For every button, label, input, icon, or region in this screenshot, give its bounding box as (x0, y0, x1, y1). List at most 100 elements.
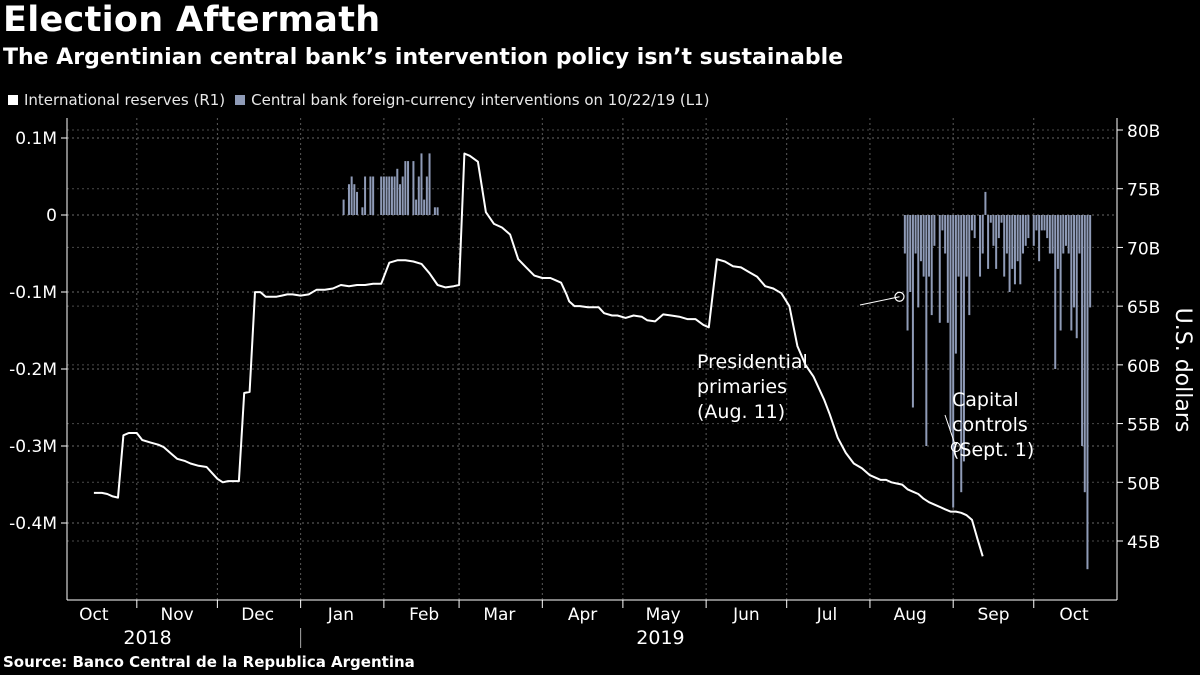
month-label-aug-10: Aug (894, 605, 927, 625)
reserves-line-group (93, 152, 984, 557)
intervention-bar-17 (401, 176, 404, 215)
intervention-bar-40 (933, 215, 936, 246)
intervention-bar-74 (1032, 215, 1035, 246)
month-label-feb-4: Feb (409, 605, 439, 625)
intervention-bar-15 (396, 168, 399, 215)
intervention-bar-23 (420, 153, 423, 215)
chart-title: Election Aftermath (3, 0, 381, 40)
gridlines (67, 118, 1117, 600)
left-tick-label-4: -0.3M (9, 437, 57, 457)
month-label-mar-5: Mar (483, 605, 515, 625)
right-tick-label-4: 60B (1127, 357, 1160, 377)
intervention-bar-13 (390, 176, 393, 215)
right-tick-label-2: 70B (1127, 239, 1160, 259)
intervention-bar-37 (925, 215, 928, 446)
annotation-text-0-0: Presidential (697, 351, 808, 373)
intervention-bar-51 (965, 215, 968, 277)
month-label-jan-3: Jan (327, 605, 354, 625)
month-label-sep-11: Sep (977, 605, 1009, 625)
annotation-marker-1 (950, 441, 961, 453)
intervention-bar-62 (997, 215, 1000, 239)
intervention-bar-53 (970, 215, 973, 231)
legend-swatch-reserves (8, 95, 18, 105)
intervention-bar-90 (1075, 215, 1078, 339)
right-tick-label-1: 75B (1127, 181, 1160, 201)
month-label-apr-6: Apr (568, 605, 597, 625)
intervention-bar-33 (914, 215, 917, 254)
intervention-bar-59 (989, 215, 992, 223)
right-tick-label-6: 50B (1127, 474, 1160, 494)
intervention-bar-88 (1070, 215, 1073, 331)
intervention-bar-65 (1005, 215, 1008, 254)
intervention-bar-4 (356, 191, 359, 215)
intervention-bar-42 (941, 215, 944, 231)
intervention-bar-16 (398, 184, 401, 215)
intervention-bar-57 (984, 191, 987, 215)
intervention-bar-6 (364, 176, 367, 215)
intervention-bar-11 (385, 176, 388, 215)
annotations: Presidential primaries (Aug. 11) Capital con… (697, 291, 1034, 461)
intervention-bar-68 (1013, 215, 1016, 285)
intervention-bar-86 (1064, 215, 1067, 246)
intervention-bar-22 (417, 176, 420, 215)
month-label-jul-9: Jul (816, 605, 838, 625)
annotation-leader-0 (859, 296, 900, 306)
intervention-bar-52 (968, 215, 971, 316)
intervention-bar-76 (1038, 215, 1041, 262)
intervention-bar-47 (954, 215, 957, 354)
right-tick-label-7: 45B (1127, 533, 1160, 553)
intervention-bar-39 (930, 215, 933, 316)
intervention-bar-85 (1062, 215, 1065, 254)
year-label-2018: 2018 (123, 627, 171, 649)
intervention-bar-82 (1054, 215, 1057, 369)
intervention-bar-38 (928, 215, 931, 277)
intervention-bar-63 (1000, 215, 1003, 223)
reserves-line (93, 152, 984, 557)
intervention-bars (342, 153, 1092, 570)
intervention-bar-46 (952, 215, 955, 508)
annotation-text-1-0: Capital (952, 389, 1019, 411)
annotation-text-0-1: primaries (697, 376, 787, 398)
intervention-bar-26 (428, 153, 431, 215)
intervention-bar-20 (412, 161, 415, 215)
intervention-bar-44 (946, 215, 949, 323)
right-tick-label-3: 65B (1127, 298, 1160, 318)
left-tick-label-0: 0.1M (15, 129, 57, 149)
intervention-bar-71 (1022, 215, 1025, 254)
intervention-bar-5 (361, 207, 364, 215)
left-tick-label-2: -0.1M (9, 283, 57, 303)
intervention-bar-89 (1073, 215, 1076, 308)
intervention-bar-92 (1081, 215, 1084, 446)
legend-item-interventions: Central bank foreign-currency interventi… (235, 91, 710, 109)
intervention-bar-78 (1043, 215, 1046, 231)
intervention-bar-8 (372, 176, 375, 215)
chart-subtitle: The Argentinian central bank’s intervent… (3, 45, 844, 70)
intervention-bar-3 (353, 184, 356, 215)
intervention-bar-0 (342, 199, 345, 215)
intervention-bar-58 (987, 215, 990, 269)
intervention-bar-87 (1067, 215, 1070, 254)
intervention-bar-29 (903, 215, 906, 254)
intervention-bar-31 (909, 215, 912, 292)
intervention-bar-21 (415, 199, 418, 215)
annotation-marker-0 (894, 291, 905, 302)
annotation-text-1-1: controls (952, 414, 1028, 436)
intervention-bar-79 (1046, 215, 1049, 239)
intervention-bar-24 (423, 199, 426, 215)
intervention-bar-73 (1027, 215, 1030, 239)
intervention-bar-7 (369, 176, 372, 215)
intervention-bar-35 (919, 215, 922, 262)
intervention-bar-30 (906, 215, 909, 331)
intervention-bar-69 (1016, 215, 1019, 262)
month-label-oct-0: Oct (79, 605, 109, 625)
intervention-bar-95 (1089, 215, 1092, 308)
intervention-bar-67 (1011, 215, 1014, 269)
intervention-bar-12 (388, 176, 391, 215)
left-tick-label-5: -0.4M (9, 514, 57, 534)
month-label-dec-2: Dec (241, 605, 274, 625)
intervention-bar-34 (917, 215, 920, 308)
year-label-2019: 2019 (636, 627, 684, 649)
intervention-bar-91 (1078, 215, 1081, 254)
intervention-bar-28 (436, 207, 439, 215)
